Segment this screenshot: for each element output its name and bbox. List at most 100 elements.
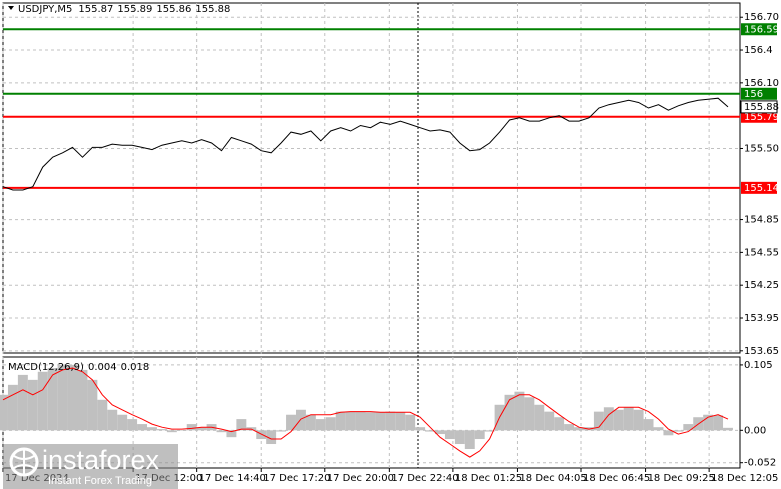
macd-bar <box>544 411 555 431</box>
macd-title: MACD(12,26,9) <box>8 362 84 373</box>
level-label: 155.79 <box>744 112 779 123</box>
y-tick-label: 154.55 <box>744 247 779 258</box>
macd-bar <box>415 427 426 431</box>
level-label: 156.59 <box>744 24 779 35</box>
macd-bar <box>256 430 267 440</box>
chart-header: USDJPY,M5 155.87 155.89 155.86 155.88 <box>18 4 230 15</box>
macd-bar <box>574 427 584 431</box>
macd-bar <box>474 430 485 440</box>
macd-header: MACD(12,26,9) 0.004 0.018 <box>8 362 149 373</box>
macd-bar <box>67 364 78 431</box>
macd-bar <box>365 412 376 431</box>
y-tick-label: 0.105 <box>744 360 773 371</box>
macd-bar <box>286 414 296 431</box>
x-tick-label: 17 Dec 22:40 <box>391 473 458 484</box>
x-tick-label: 18 Dec 12:05 <box>711 473 778 484</box>
macd-bar <box>117 414 128 431</box>
level-label-box <box>741 110 777 123</box>
macd-bar <box>186 424 197 431</box>
macd-bar <box>216 430 227 433</box>
price-label: 155.88 <box>744 102 779 113</box>
close: 155.88 <box>195 4 230 15</box>
macd-bar <box>345 411 356 431</box>
macd-bar <box>166 430 177 433</box>
y-tick-label: 154.85 <box>744 215 779 226</box>
open: 155.87 <box>78 4 113 15</box>
macd-bar <box>266 430 277 445</box>
macd-bar <box>276 430 287 432</box>
macd-bar <box>0 394 8 431</box>
signal-line <box>2 367 729 458</box>
macd-bar <box>176 430 187 431</box>
macd-bar <box>97 399 108 431</box>
macd-value: 0.004 <box>88 362 117 373</box>
macd-bar <box>147 427 157 431</box>
y-tick-label: 153.95 <box>744 313 779 324</box>
logo-lines <box>13 449 35 475</box>
symbol: USDJPY,M5 <box>18 4 72 15</box>
macd-bar <box>723 427 733 431</box>
y-tick-label: 155.50 <box>744 143 779 154</box>
price-label-box <box>740 100 778 114</box>
level-label: 155.14 <box>744 183 779 194</box>
macd-bar <box>395 412 406 431</box>
macd-bar <box>226 430 237 438</box>
x-tick-label: 18 Dec 06:45 <box>583 473 650 484</box>
macd-bar <box>355 411 366 431</box>
y-tick-label: 153.65 <box>744 346 779 357</box>
x-tick-label: 17 Dec 14:40 <box>199 473 266 484</box>
macd-bar <box>236 419 247 431</box>
menu-arrow <box>8 6 14 10</box>
y-tick-label: -0.052 <box>744 458 776 469</box>
macd-bar <box>643 419 654 431</box>
macd-bar <box>127 419 138 431</box>
watermark-brand: instaforex <box>42 445 160 475</box>
y-tick-label: 156.10 <box>744 78 779 89</box>
macd-bar <box>37 371 48 431</box>
macd-bar <box>315 419 326 431</box>
macd-bar <box>613 409 624 431</box>
macd-bar <box>375 412 386 431</box>
macd-bar <box>504 394 515 431</box>
macd-bar <box>534 404 545 431</box>
macd-bar <box>673 430 684 432</box>
macd-bar <box>47 368 58 431</box>
macd-bar <box>623 407 634 431</box>
low: 155.86 <box>156 4 191 15</box>
watermark: instaforex Instant Forex Trading <box>3 444 178 489</box>
macd-bar <box>27 379 38 431</box>
macd-bar <box>57 364 68 431</box>
macd-bar <box>593 411 604 431</box>
level-label-box <box>741 87 777 100</box>
macd-bar <box>435 430 445 435</box>
macd-bar <box>425 430 436 432</box>
macd-bar <box>713 415 724 431</box>
price-pane <box>2 2 741 354</box>
macd-bar <box>156 429 167 431</box>
macd-bar <box>87 379 98 431</box>
x-tick-label: 18 Dec 09:25 <box>648 473 715 484</box>
y-tick-label: 154.25 <box>744 280 779 291</box>
macd-bar <box>444 430 455 440</box>
grid <box>2 3 740 468</box>
x-tick-label: 17 Dec 20:00 <box>327 473 394 484</box>
macd-bar <box>633 409 644 431</box>
macd-bar <box>17 374 28 431</box>
macd-bar <box>7 384 18 431</box>
marks <box>0 28 740 458</box>
macd-bar <box>514 391 525 431</box>
macd-bar <box>653 427 664 431</box>
y-tick-label: 0.00 <box>744 425 766 436</box>
macd-bar <box>454 430 465 445</box>
macd-bar <box>464 430 475 450</box>
level-label-box <box>741 23 777 36</box>
x-tick-label: 18 Dec 04:05 <box>519 473 586 484</box>
macd-bar <box>603 407 614 431</box>
macd-bar <box>305 414 316 431</box>
macd-bar <box>405 414 416 431</box>
signal-value: 0.018 <box>121 362 150 373</box>
y-tick-label: 156.70 <box>744 12 779 23</box>
macd-bar <box>325 417 336 431</box>
level-label-box <box>741 181 777 194</box>
macd-bar <box>335 411 346 431</box>
